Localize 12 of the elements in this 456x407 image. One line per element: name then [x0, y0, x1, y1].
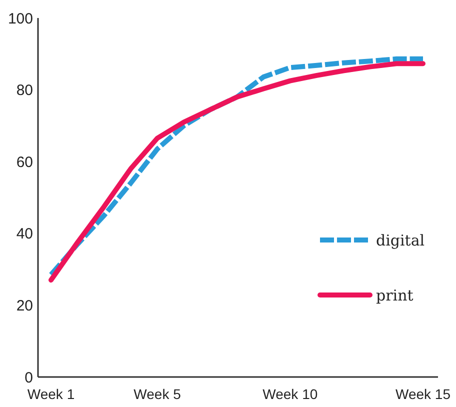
- x-tick-label: Week 10: [262, 386, 318, 402]
- y-tick-label: 0: [24, 369, 33, 386]
- y-tick-label: 60: [16, 154, 33, 171]
- y-tick-label: 40: [16, 226, 33, 243]
- y-tick-label: 80: [16, 82, 33, 100]
- x-tick-label: Week 15: [396, 386, 451, 402]
- y-tick-label: 100: [8, 10, 33, 28]
- x-tick-label: Week 5: [134, 386, 182, 402]
- legend-label: print: [376, 286, 414, 304]
- legend-label: digital: [376, 231, 425, 250]
- y-tick-label: 20: [16, 297, 33, 314]
- x-tick-label: Week 1: [27, 386, 75, 402]
